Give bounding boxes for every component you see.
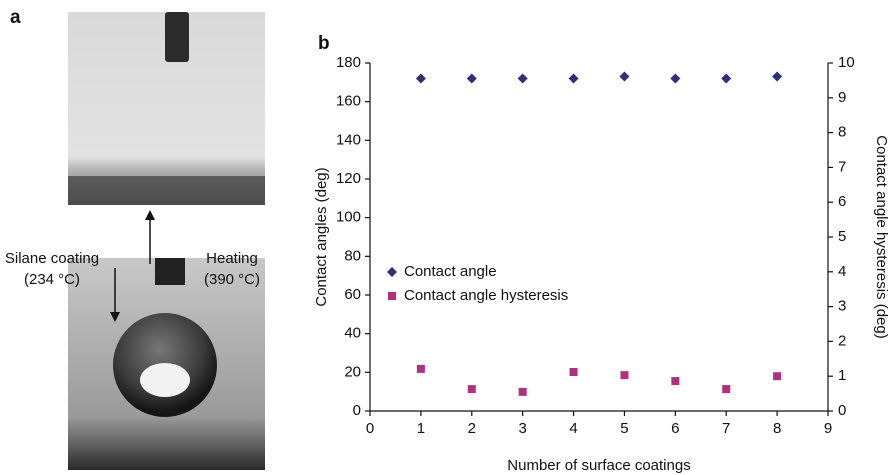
point bbox=[416, 364, 425, 373]
step-label: (390 °C) bbox=[204, 271, 260, 288]
point bbox=[722, 385, 731, 394]
y-tick-label: 180 bbox=[336, 54, 361, 71]
legend-marker bbox=[388, 292, 396, 300]
y-tick-label: 160 bbox=[336, 93, 361, 110]
y2-tick-label: 2 bbox=[838, 332, 846, 349]
arrowhead bbox=[145, 210, 155, 220]
y2-tick-label: 7 bbox=[838, 158, 846, 175]
x-tick-label: 2 bbox=[468, 420, 476, 437]
y-tick-label: 20 bbox=[344, 363, 361, 380]
arrowhead bbox=[110, 312, 120, 322]
point bbox=[415, 73, 426, 84]
panel-a: a Silane coating (234 °C) Heating (390 °… bbox=[5, 7, 265, 470]
needle bbox=[165, 12, 189, 62]
x-tick-label: 9 bbox=[824, 420, 832, 437]
droplet-highlight bbox=[140, 363, 190, 397]
y2-tick-label: 4 bbox=[838, 263, 846, 280]
y-tick-label: 100 bbox=[336, 209, 361, 226]
x-tick-label: 4 bbox=[569, 420, 577, 437]
panel-label: b bbox=[318, 33, 330, 54]
x-axis-label: Number of surface coatings bbox=[507, 457, 690, 474]
x-tick-label: 6 bbox=[671, 420, 679, 437]
legend-marker bbox=[387, 267, 397, 277]
step-label: (234 °C) bbox=[24, 271, 80, 288]
y2-tick-label: 1 bbox=[838, 367, 846, 384]
point bbox=[466, 73, 477, 84]
legend-label: Contact angle hysteresis bbox=[404, 287, 568, 304]
y-axis-label: Contact angles (deg) bbox=[313, 167, 330, 306]
y-tick-label: 120 bbox=[336, 170, 361, 187]
y2-tick-label: 9 bbox=[838, 89, 846, 106]
x-tick-label: 0 bbox=[366, 420, 374, 437]
surface bbox=[68, 176, 265, 205]
y-tick-label: 60 bbox=[344, 286, 361, 303]
point bbox=[568, 73, 579, 84]
point bbox=[671, 377, 680, 386]
y2-tick-label: 3 bbox=[838, 298, 846, 315]
point bbox=[569, 368, 578, 377]
y2-tick-label: 10 bbox=[838, 54, 855, 71]
point bbox=[518, 387, 527, 396]
point bbox=[467, 385, 476, 394]
y2-tick-label: 8 bbox=[838, 124, 846, 141]
x-tick-label: 5 bbox=[620, 420, 628, 437]
needle bbox=[155, 258, 185, 285]
point bbox=[517, 73, 528, 84]
x-tick-label: 7 bbox=[722, 420, 730, 437]
y-tick-label: 40 bbox=[344, 325, 361, 342]
y-tick-label: 80 bbox=[344, 247, 361, 264]
point bbox=[721, 73, 732, 84]
y2-tick-label: 0 bbox=[838, 402, 846, 419]
point bbox=[670, 73, 681, 84]
point bbox=[620, 371, 629, 380]
legend-label: Contact angle bbox=[404, 263, 497, 280]
point bbox=[619, 71, 630, 82]
step-label: Silane coating bbox=[5, 250, 99, 267]
y2-tick-label: 6 bbox=[838, 193, 846, 210]
point bbox=[772, 71, 783, 82]
x-tick-label: 1 bbox=[417, 420, 425, 437]
panel-label: a bbox=[10, 7, 21, 28]
y-tick-label: 0 bbox=[353, 402, 361, 419]
y2-axis-label: Contact angle hysteresis (deg) bbox=[873, 135, 890, 338]
x-tick-label: 3 bbox=[518, 420, 526, 437]
y-tick-label: 140 bbox=[336, 131, 361, 148]
y2-tick-label: 5 bbox=[838, 228, 846, 245]
x-tick-label: 8 bbox=[773, 420, 781, 437]
point bbox=[773, 372, 782, 381]
step-label: Heating bbox=[206, 250, 258, 267]
